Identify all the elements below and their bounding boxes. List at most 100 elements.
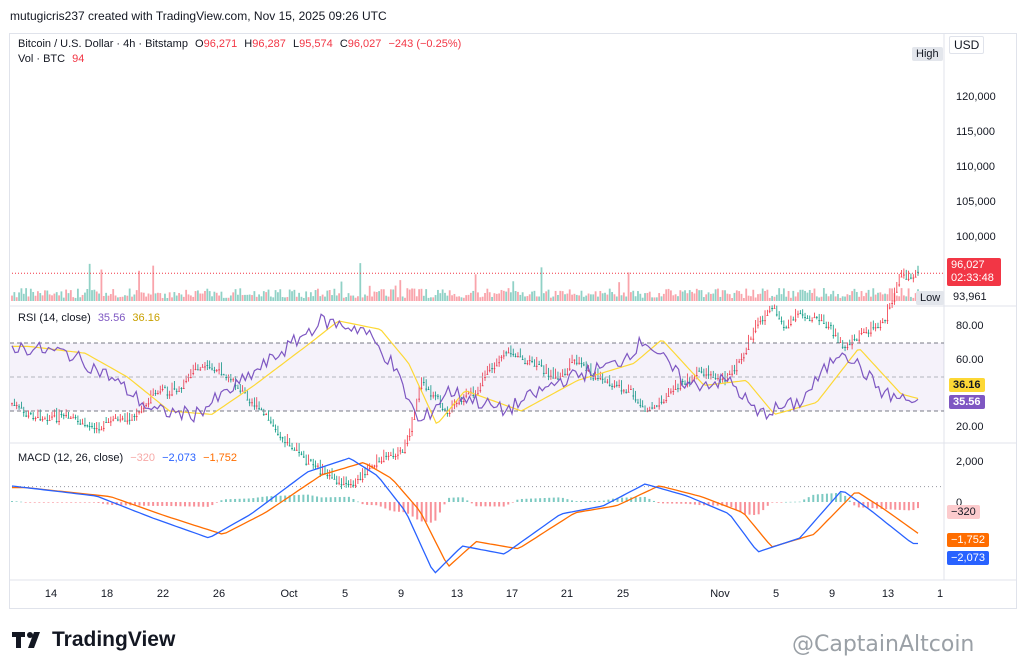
- candle-body: [547, 375, 550, 377]
- macd-histogram-bar: [789, 501, 792, 503]
- candle-body: [867, 332, 870, 334]
- candle-body: [206, 365, 209, 366]
- volume-bar: [462, 297, 465, 301]
- volume-bar: [552, 296, 555, 301]
- macd-histogram-bar: [224, 499, 227, 502]
- volume-bar: [293, 289, 296, 301]
- macd-histogram-bar: [156, 502, 159, 506]
- macd-histogram-bar: [898, 502, 901, 510]
- currency-selector[interactable]: USD: [949, 36, 985, 54]
- volume-bar: [893, 293, 896, 301]
- macd-histogram-bar: [689, 502, 692, 505]
- candle-body: [528, 360, 531, 362]
- volume-bar: [568, 289, 571, 301]
- candle-body: [159, 391, 162, 393]
- candle-body: [545, 372, 548, 374]
- volume-bar: [519, 294, 522, 301]
- bar-countdown: 02:33:48: [951, 272, 994, 284]
- candle-body: [662, 401, 665, 403]
- volume-bar: [679, 290, 682, 301]
- candle-body: [157, 393, 159, 394]
- candle-body: [761, 320, 764, 322]
- volume-bar: [357, 296, 359, 301]
- candle-body: [526, 363, 529, 365]
- candle-body: [731, 373, 733, 375]
- macd-histogram-bar: [275, 495, 278, 502]
- volume-bar: [714, 289, 717, 301]
- volume-bar: [726, 293, 729, 301]
- volume-bar: [265, 292, 268, 301]
- macd-histogram-bar: [443, 502, 446, 505]
- volume-bar: [171, 297, 173, 301]
- macd-histogram-bar: [51, 502, 54, 503]
- volume-bar: [302, 297, 305, 301]
- candle-body: [519, 356, 522, 358]
- volume-bar: [688, 290, 691, 301]
- chart-frame: [9, 33, 1017, 609]
- volume-bar: [750, 296, 752, 301]
- candle-body: [874, 327, 877, 329]
- volume-bar: [60, 291, 63, 301]
- volume-bar: [157, 292, 159, 301]
- rsi-value: 35.56: [97, 312, 126, 324]
- candle-body: [486, 373, 489, 375]
- volume-legend: Vol · BTC 94: [18, 53, 84, 65]
- candle-body: [853, 339, 856, 341]
- macd-histogram-bar: [607, 499, 610, 502]
- candle-body: [707, 374, 710, 376]
- candle-body: [509, 353, 512, 355]
- candle-body: [844, 347, 846, 348]
- candle-body: [660, 401, 663, 403]
- candle-body: [124, 420, 126, 422]
- macd-histogram-bar: [120, 502, 123, 506]
- candle-body: [733, 370, 736, 372]
- volume-bar: [670, 290, 672, 301]
- volume-bar: [733, 292, 736, 301]
- candle-body: [578, 362, 581, 364]
- volume-bar: [561, 291, 564, 301]
- rsi-ma-value: 36.16: [132, 312, 160, 324]
- macd-histogram-bar: [238, 498, 241, 502]
- macd-histogram-bar: [552, 497, 555, 502]
- volume-bar: [220, 291, 223, 301]
- volume-bar: [509, 292, 512, 301]
- candle-body: [413, 419, 416, 420]
- macd-histogram-bar: [347, 496, 350, 502]
- ohlc-open-value: 96,271: [203, 38, 238, 50]
- candle-body: [406, 442, 409, 444]
- volume-bar: [194, 291, 197, 301]
- macd-histogram-bar: [143, 502, 146, 506]
- candle-body: [152, 394, 155, 396]
- candle-body: [804, 317, 806, 318]
- macd-histogram-bar: [844, 495, 847, 502]
- macd-histogram-bar: [138, 502, 141, 506]
- candle-body: [702, 374, 705, 376]
- macd-histogram-bar: [174, 502, 177, 507]
- candle-body: [255, 405, 258, 407]
- volume-bar: [267, 289, 270, 301]
- candle-body: [293, 449, 296, 451]
- candle-body: [32, 418, 35, 419]
- volume-bar: [728, 294, 731, 301]
- candle-body: [693, 377, 696, 379]
- candle-body: [154, 393, 157, 394]
- volume-bar: [142, 292, 145, 301]
- candle-body: [641, 406, 644, 408]
- macd-histogram-bar: [825, 493, 828, 502]
- volume-bar: [735, 290, 738, 301]
- candle-body: [655, 405, 658, 407]
- candle-body: [302, 456, 305, 458]
- candle-body: [281, 437, 284, 439]
- volume-bar: [865, 292, 868, 301]
- candle-body: [335, 482, 338, 484]
- rsi-line: [11, 313, 919, 424]
- volume-bar: [335, 295, 338, 301]
- candle-body: [397, 454, 399, 456]
- candle-body: [900, 276, 903, 278]
- volume-bar: [166, 297, 169, 301]
- volume-bar: [653, 297, 656, 301]
- volume-bar: [340, 281, 343, 301]
- volume-bar: [531, 291, 533, 301]
- candle-body: [86, 425, 89, 427]
